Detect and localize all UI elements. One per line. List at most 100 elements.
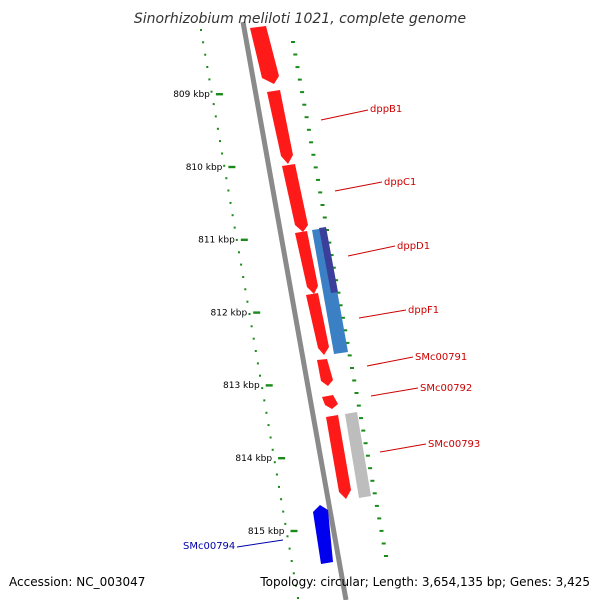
genome-backbone [240,21,349,600]
track-dot [286,535,289,538]
track-dot [294,584,297,587]
gene-arrow[interactable] [326,415,351,499]
track-dot [212,103,215,106]
track-dot [363,442,368,445]
feature-block[interactable] [312,228,348,354]
track-dot [372,492,377,495]
kbp-tick-mark [228,165,236,169]
gene-arrow[interactable] [322,395,338,409]
track-dot [208,78,211,81]
track-dot [288,547,291,550]
map-title: Sinorhizobium meliloti 1021, complete ge… [134,11,466,27]
track-dot [284,522,287,525]
track-dot [356,404,361,407]
track-dot [361,429,366,432]
track-dot [248,313,251,315]
track-dot [347,354,352,357]
track-dot [256,362,259,365]
track-dot [327,241,332,244]
track-dot [275,473,278,476]
accession-text: Accession: NC_003047 [9,575,145,589]
track-dot [229,201,232,204]
track-dot [300,91,305,94]
feature-block[interactable] [345,412,371,498]
track-dot [200,29,202,31]
track-dot [269,436,272,439]
track-dot [221,152,224,155]
track-dot [265,411,268,414]
track-dot [246,300,249,303]
track-dot [280,498,283,501]
track-dot [379,529,384,532]
kbp-tick-mark [215,93,223,96]
gene-label-dppD1[interactable]: dppD1 [397,241,430,252]
track-dot [331,266,336,269]
track-dot [233,226,236,229]
track-dot [273,461,276,464]
track-dot [338,304,343,307]
kbp-tick-mark [253,311,261,314]
track-dot [359,417,363,420]
track-dot [293,53,298,56]
track-dot [365,454,370,457]
gene-arrow[interactable] [267,90,293,164]
kbp-tick-label: 810 kbp [186,163,223,173]
track-dot [259,374,261,377]
kbp-tick-mark [278,457,286,460]
genome-summary: Topology: circular; Length: 3,654,135 bp… [259,575,590,589]
gene-label-dppF1[interactable]: dppF1 [408,305,439,316]
track-dot [216,127,219,130]
gene-label-SMc00793[interactable]: SMc00793 [428,439,480,450]
gene-label-SMc00792[interactable]: SMc00792 [420,383,472,394]
gene-arrow[interactable] [317,359,333,386]
track-dot [225,177,228,180]
track-dot [384,555,388,557]
feature-block[interactable] [319,227,338,293]
gene-arrow[interactable] [282,164,308,232]
gene-label-SMc00791[interactable]: SMc00791 [415,352,467,363]
gene-arrow[interactable] [250,26,279,84]
track-dot [278,485,280,488]
ring-dots [200,29,388,599]
track-dot [252,337,255,340]
track-dot [254,350,257,352]
track-dot [223,164,226,167]
track-dot [295,66,300,69]
track-dot [235,238,238,241]
kbp-tick-label: 813 kbp [223,381,260,391]
track-dot [309,141,314,144]
track-dot [320,204,325,206]
gene-arrow[interactable] [295,231,318,294]
kbp-tick-label: 811 kbp [198,236,235,246]
track-dot [340,316,345,319]
gene-label-SMc00794[interactable]: SMc00794 [183,541,235,552]
track-dot [368,467,373,470]
track-dot [297,597,299,599]
gene-label-dppB1[interactable]: dppB1 [370,104,402,115]
gene-arrow-reverse[interactable] [313,505,333,564]
track-dot [292,572,295,575]
kbp-ticks: 809 kbp 810 kbp 811 kbp 812 kbp 813 kbp 814 k… [173,90,298,537]
track-dot [334,279,339,282]
gene-label-dppC1[interactable]: dppC1 [384,177,416,188]
kbp-tick-label: 812 kbp [211,308,248,318]
track-dot [271,448,274,451]
track-dot [343,329,348,332]
track-dot [250,325,253,328]
track-dot [306,128,311,131]
track-dot [267,424,270,427]
track-dot [219,140,221,143]
gene-arrow[interactable] [306,293,329,355]
track-dot [240,263,243,266]
track-dot [318,191,323,194]
track-dot [329,254,334,257]
track-dot [311,153,316,156]
track-dot [204,53,207,56]
track-dot [316,178,320,181]
kbp-tick-mark [240,238,248,241]
track-dot [290,560,293,562]
track-dot [244,288,247,291]
track-dot [202,41,205,44]
track-dot [377,517,382,520]
